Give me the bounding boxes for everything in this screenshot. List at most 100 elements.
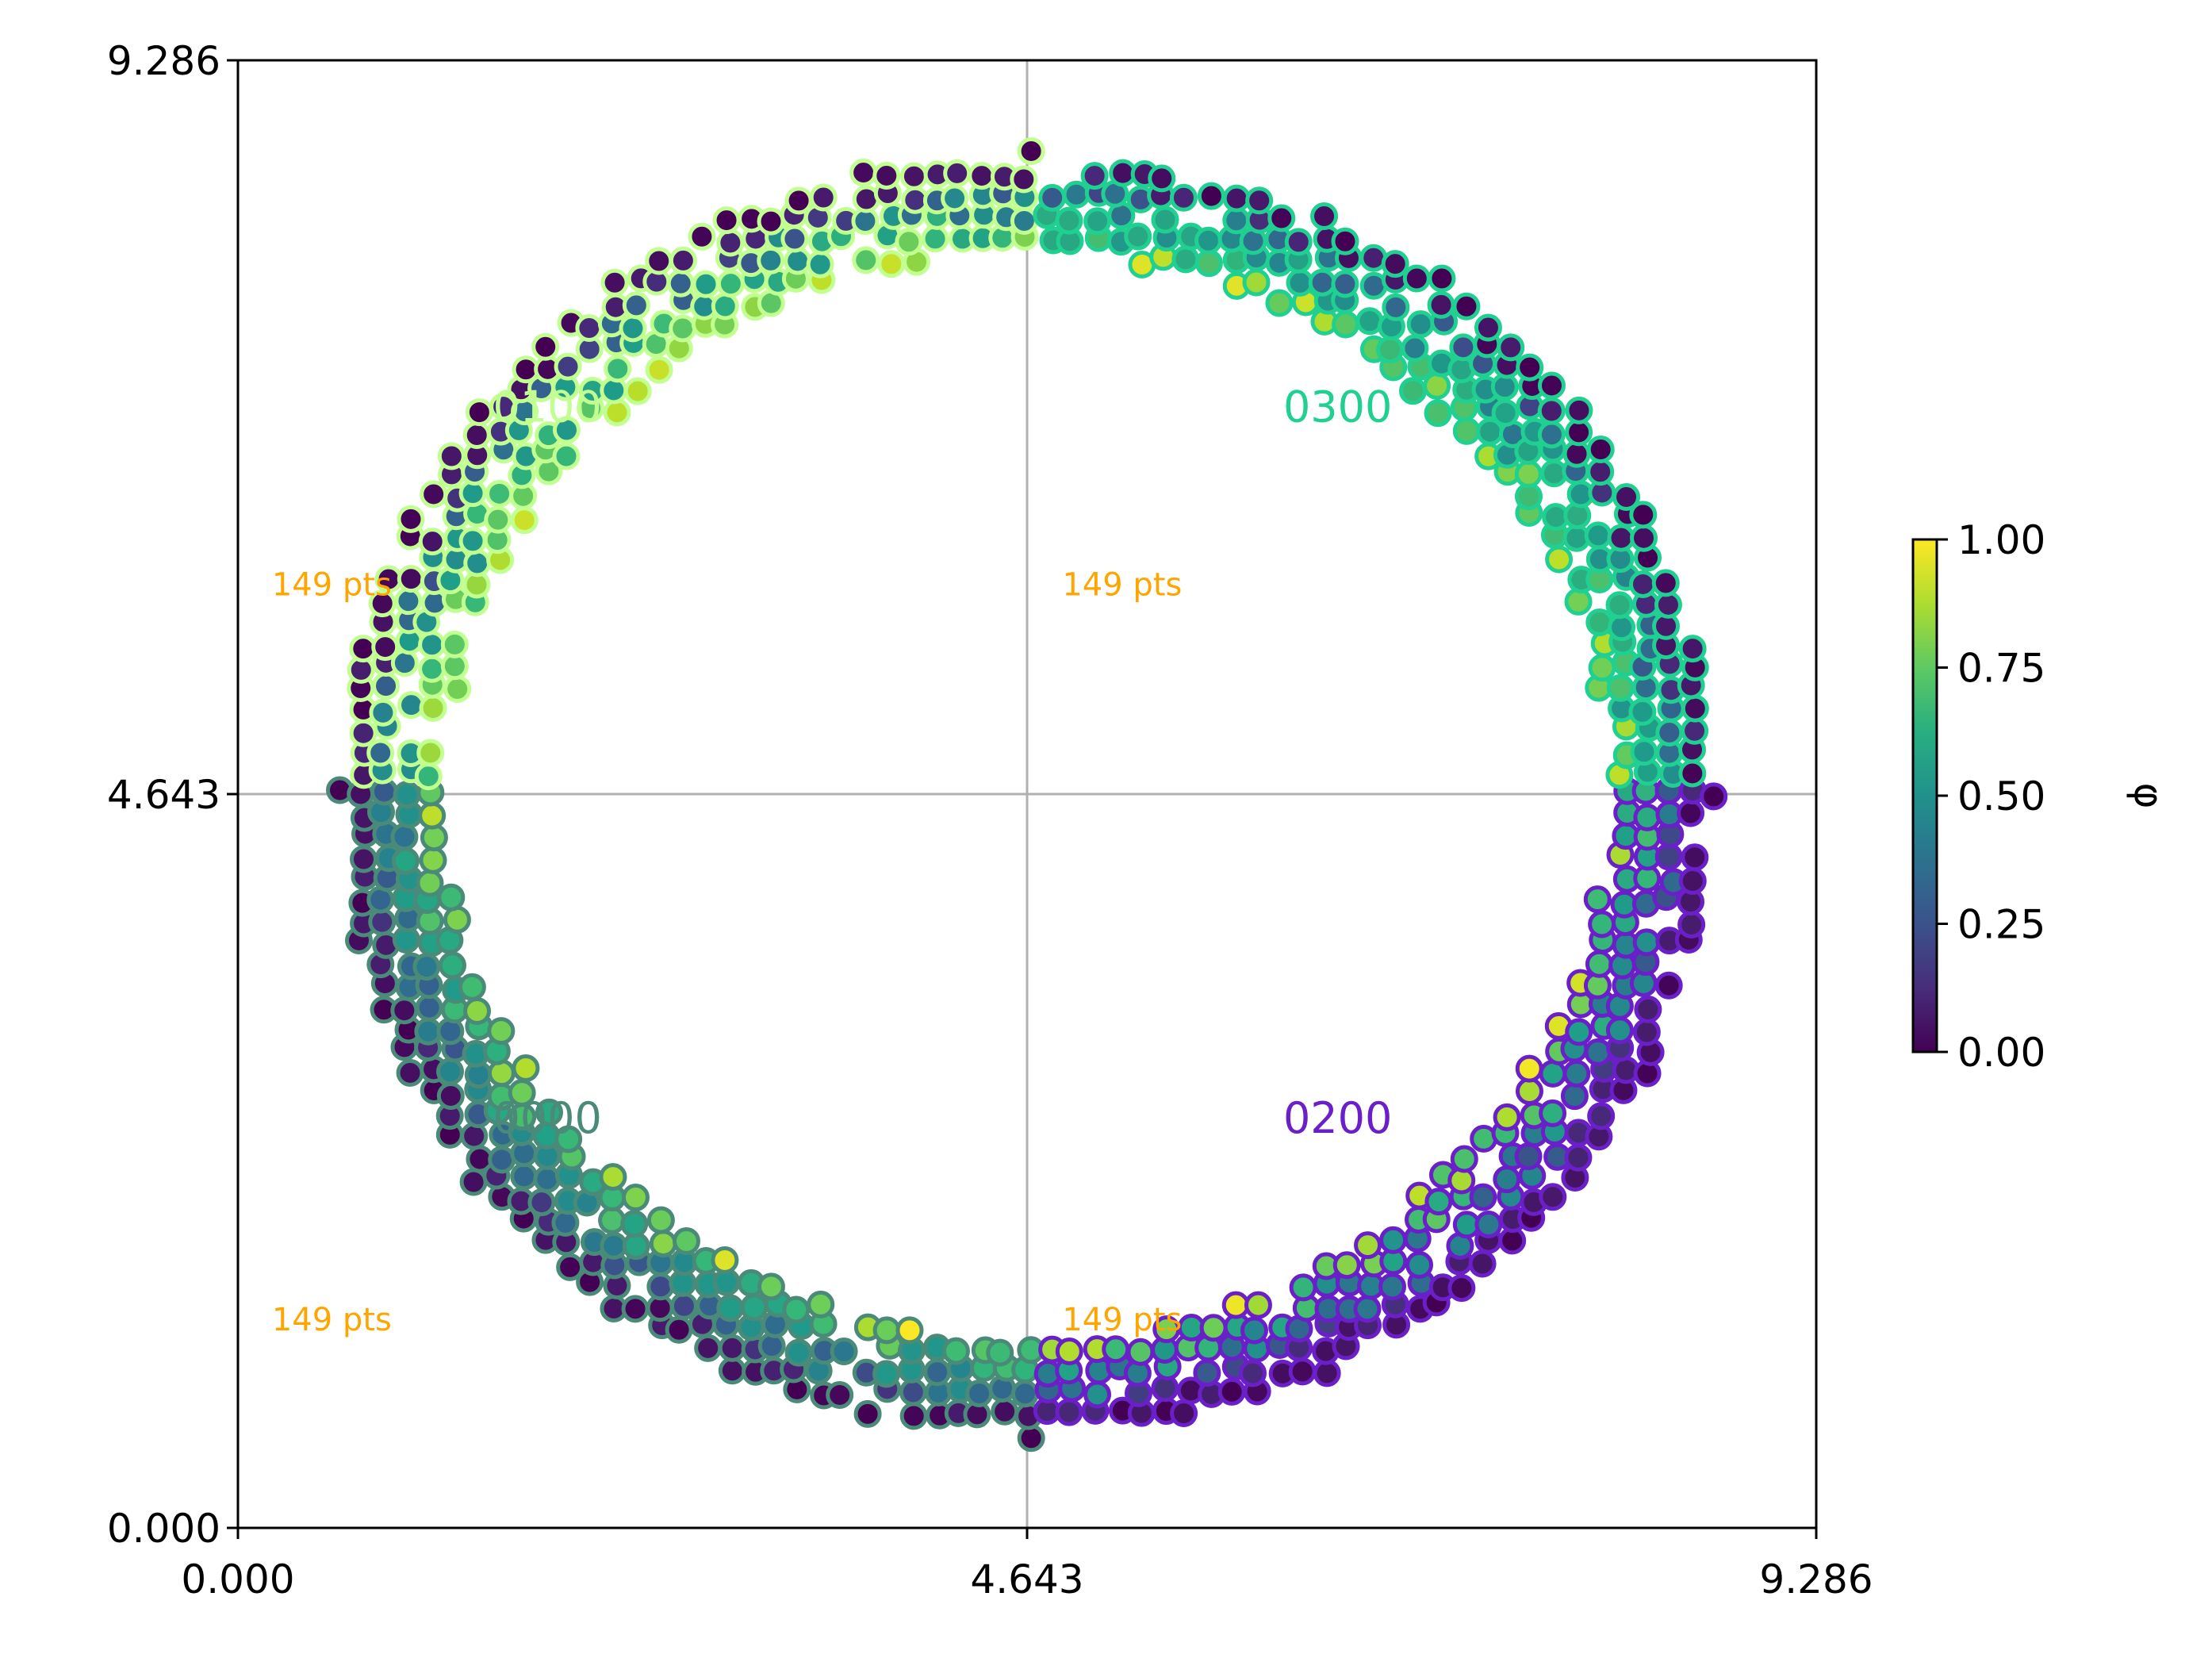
- scatter-point: [1124, 222, 1152, 251]
- scatter-point: [1379, 1226, 1408, 1254]
- scatter-point: [645, 247, 673, 275]
- scatter-point: [1700, 782, 1728, 811]
- scatter-point: [531, 332, 560, 361]
- scatter-point: [1331, 270, 1359, 298]
- scatter-point: [757, 246, 785, 274]
- scatter-point: [369, 698, 397, 727]
- scatter-point: [372, 672, 401, 700]
- scatter-point: [1629, 501, 1658, 529]
- scatter-point: [1010, 1380, 1039, 1408]
- scatter-point: [1447, 1274, 1476, 1303]
- scatter-point: [1612, 483, 1641, 512]
- scatter-point: [692, 270, 720, 298]
- scatter-point: [757, 207, 785, 236]
- scatter-point: [1605, 1016, 1634, 1045]
- scatter-point: [487, 1017, 516, 1046]
- scatter-point: [621, 1184, 650, 1212]
- scatter-point: [784, 247, 812, 275]
- scatter-point: [1539, 1183, 1567, 1211]
- scatter-point: [1468, 1249, 1497, 1278]
- x-tick-label: 0.000: [181, 1556, 294, 1602]
- scatter-point: [806, 250, 834, 278]
- scatter-point: [437, 883, 466, 912]
- scatter-point: [1493, 1165, 1521, 1194]
- scatter-point: [784, 186, 813, 215]
- scatter-point: [619, 314, 647, 343]
- scatter-point: [1585, 608, 1614, 636]
- scatter-point: [1514, 460, 1543, 489]
- scatter-point: [809, 183, 838, 212]
- scatter-point: [688, 222, 716, 251]
- scatter-point: [1151, 205, 1179, 234]
- scatter-point: [1332, 1251, 1361, 1280]
- x-axis: 0.000 4.643 9.286: [181, 1528, 1873, 1602]
- scatter-point: [1221, 1291, 1250, 1319]
- scatter-point: [535, 1098, 563, 1126]
- scatter-point: [1565, 1018, 1593, 1046]
- colorbar-tick-label: 0.25: [1957, 902, 2045, 948]
- scatter-point: [1537, 371, 1566, 400]
- scatter-point: [603, 398, 631, 427]
- scatter-point: [1284, 228, 1313, 256]
- scatter-point: [459, 1168, 488, 1196]
- scatter-point: [1491, 399, 1520, 428]
- scatter-point: [965, 1379, 994, 1407]
- scatter-point: [460, 1122, 489, 1150]
- scatter-point: [604, 355, 632, 383]
- scatter-point: [1126, 1338, 1155, 1366]
- scatter-point: [390, 823, 419, 851]
- scatter-point: [923, 1358, 952, 1387]
- scatter-point: [462, 421, 491, 450]
- x-tick-label: 4.643: [970, 1556, 1083, 1602]
- scatter-point: [1424, 1188, 1453, 1216]
- scatter-point: [1586, 458, 1615, 486]
- scatter-point: [1584, 1038, 1612, 1066]
- scatter-point: [1169, 183, 1198, 212]
- scatter-point: [1199, 1314, 1228, 1342]
- scatter-point: [1240, 1316, 1269, 1345]
- scatter-point: [396, 1058, 424, 1087]
- scatter-point: [712, 206, 741, 235]
- colorbar-label: φ: [2126, 783, 2172, 809]
- scatter-point: [623, 377, 652, 405]
- colorbar-tick-label: 0.75: [1957, 646, 2045, 692]
- scatter-point: [1514, 482, 1543, 511]
- scatter-point: [669, 314, 697, 343]
- scatter-point: [1606, 674, 1635, 702]
- scatter-point: [1194, 226, 1222, 255]
- scatter-point: [645, 355, 673, 384]
- point-count-label: 149 pts: [1062, 1302, 1182, 1338]
- scatter-point: [621, 1295, 650, 1323]
- point-count-label: 149 pts: [272, 1302, 392, 1338]
- scatter-point: [416, 869, 444, 897]
- scatter-point: [1539, 1059, 1567, 1088]
- scatter-point: [416, 739, 445, 767]
- scatter-point: [1427, 290, 1455, 319]
- scatter-point: [1681, 716, 1709, 745]
- scatter-point: [852, 246, 880, 274]
- scatter-point: [510, 1162, 539, 1191]
- scatter-point: [1628, 570, 1657, 598]
- scatter-point: [1630, 524, 1658, 552]
- scatter-point: [1382, 293, 1410, 321]
- scatter-point: [393, 781, 421, 809]
- scatter-point: [484, 505, 512, 534]
- colorbar-tick-label: 0.50: [1957, 773, 2045, 819]
- scatter-point: [438, 951, 466, 980]
- scatter-point: [1516, 353, 1544, 382]
- scatter-point: [620, 1210, 649, 1238]
- scatter-point: [390, 649, 419, 677]
- scatter-point: [349, 719, 378, 747]
- scatter-point: [1632, 1018, 1661, 1046]
- colorbar: 0.00 0.25 0.50 0.75 1.00 φ: [1911, 517, 2172, 1076]
- scatter-point: [419, 846, 447, 874]
- scatter-point: [1651, 569, 1680, 597]
- scatter-point: [1354, 1231, 1382, 1260]
- point-count-label: 149 pts: [1062, 567, 1182, 604]
- scatter-point: [1583, 885, 1612, 914]
- scatter-point: [458, 973, 486, 1001]
- scatter-point: [1083, 1380, 1112, 1409]
- scatter-point: [1148, 164, 1176, 193]
- scatter-point: [554, 1125, 583, 1153]
- scatter-point: [418, 528, 447, 556]
